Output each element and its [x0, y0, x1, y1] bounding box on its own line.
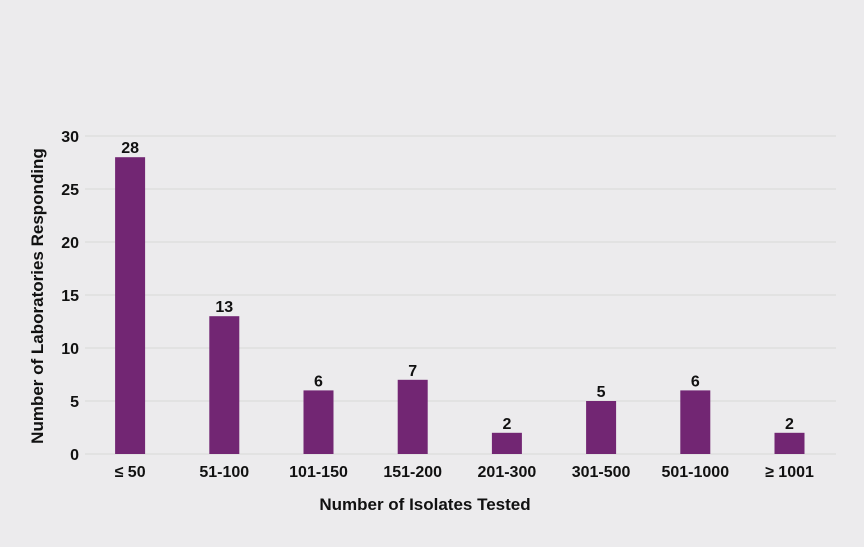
y-tick-label: 5 [70, 394, 79, 411]
y-axis-ticks: 0 5 10 15 20 25 30 [61, 129, 79, 464]
x-axis-title: Number of Isolates Tested [319, 495, 530, 514]
x-tick-label: 101-150 [289, 464, 348, 481]
bar-value-label: 2 [502, 416, 511, 433]
bar-value-label: 7 [408, 363, 417, 380]
bar [209, 316, 240, 454]
bar [680, 390, 711, 454]
bar [115, 157, 146, 454]
x-tick-label: ≥ 1001 [765, 464, 814, 481]
x-tick-label: 501-1000 [661, 464, 729, 481]
bar [303, 390, 334, 454]
x-tick-label: 201-300 [478, 464, 537, 481]
bar [491, 432, 522, 454]
x-axis-ticks: ≤ 50 51-100 101-150 151-200 201-300 301-500 50… [115, 464, 814, 481]
x-tick-label: 301-500 [572, 464, 631, 481]
y-tick-label: 10 [61, 341, 79, 358]
bar-value-label: 2 [785, 416, 794, 433]
y-tick-label: 0 [70, 447, 79, 464]
gridlines [85, 135, 836, 455]
bar-value-label: 6 [691, 373, 700, 390]
x-tick-label: 151-200 [383, 464, 442, 481]
x-tick-label: 51-100 [199, 464, 249, 481]
y-axis-title: Number of Laboratories Responding [28, 148, 47, 444]
y-tick-label: 30 [61, 129, 79, 146]
data-labels: 28 13 6 7 2 5 6 2 [121, 140, 794, 433]
y-tick-label: 15 [61, 288, 79, 305]
bar-value-label: 5 [597, 384, 606, 401]
bars [115, 157, 805, 454]
bar [774, 432, 805, 454]
bar-value-label: 13 [215, 299, 233, 316]
bar-value-label: 6 [314, 373, 323, 390]
bar-value-label: 28 [121, 140, 139, 157]
bar [586, 401, 617, 454]
y-tick-label: 25 [61, 182, 79, 199]
y-tick-label: 20 [61, 235, 79, 252]
x-tick-label: ≤ 50 [115, 464, 146, 481]
bar [397, 379, 428, 454]
